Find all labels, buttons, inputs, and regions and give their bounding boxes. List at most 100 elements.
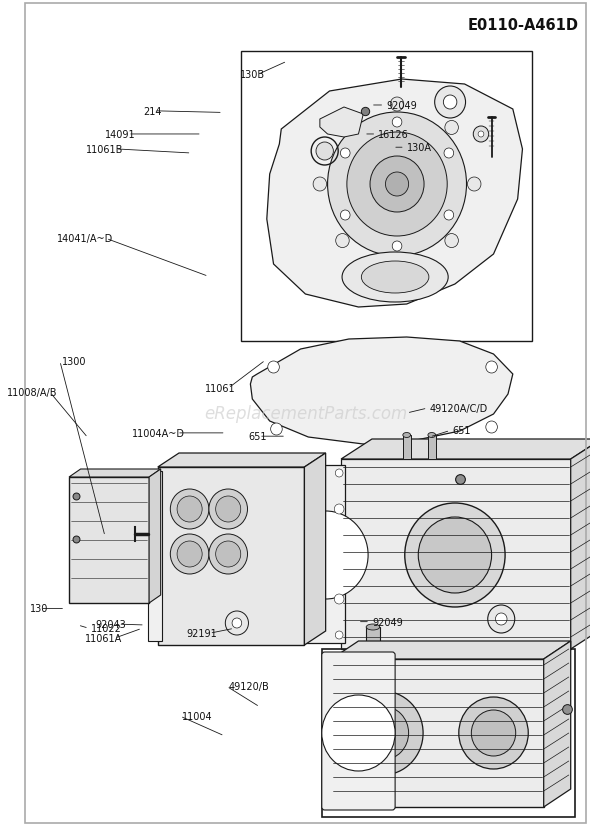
Text: 11004: 11004 (182, 711, 212, 721)
Circle shape (486, 422, 497, 433)
Circle shape (445, 234, 458, 248)
Text: 14041/A~D: 14041/A~D (57, 234, 113, 244)
Circle shape (335, 631, 343, 639)
Bar (241, 52, 532, 342)
Bar (366, 627, 380, 662)
Circle shape (271, 423, 282, 436)
Text: 130A: 130A (407, 143, 432, 153)
Circle shape (496, 614, 507, 625)
Circle shape (385, 173, 409, 197)
Circle shape (473, 127, 489, 143)
Circle shape (216, 496, 241, 523)
Circle shape (356, 706, 409, 760)
Text: 14091: 14091 (105, 130, 136, 140)
Bar (332, 659, 544, 807)
Text: 130B: 130B (240, 70, 266, 80)
Circle shape (435, 87, 466, 119)
Circle shape (391, 258, 404, 272)
Circle shape (347, 133, 447, 237)
Circle shape (232, 619, 242, 629)
Text: 11061A: 11061A (85, 633, 122, 643)
Circle shape (313, 178, 327, 192)
Circle shape (488, 605, 514, 633)
Bar (341, 460, 571, 649)
Polygon shape (149, 470, 160, 603)
Text: 11061B: 11061B (86, 145, 123, 155)
Text: 11061: 11061 (205, 384, 236, 394)
Text: 130: 130 (30, 604, 48, 614)
Polygon shape (69, 470, 160, 477)
Circle shape (209, 534, 247, 574)
Text: 11004A~D: 11004A~D (132, 428, 185, 438)
Circle shape (335, 470, 343, 477)
Circle shape (327, 112, 467, 256)
Bar (428, 436, 435, 460)
Circle shape (444, 149, 454, 159)
Bar (322, 649, 575, 817)
Text: E0110-A461D: E0110-A461D (467, 18, 578, 33)
Circle shape (309, 470, 316, 477)
Ellipse shape (428, 433, 435, 438)
Polygon shape (320, 108, 363, 138)
Circle shape (307, 595, 317, 605)
Circle shape (335, 595, 344, 605)
Polygon shape (332, 641, 571, 659)
Text: 11008/A/B: 11008/A/B (7, 388, 58, 398)
Circle shape (392, 118, 402, 128)
Circle shape (177, 496, 202, 523)
Text: eReplacementParts.com: eReplacementParts.com (204, 404, 407, 423)
Circle shape (478, 131, 484, 138)
Polygon shape (304, 453, 326, 645)
Circle shape (467, 178, 481, 192)
Polygon shape (250, 337, 513, 444)
Circle shape (459, 697, 528, 769)
Circle shape (336, 234, 349, 248)
Circle shape (177, 542, 202, 567)
Circle shape (391, 98, 404, 112)
Bar (158, 467, 304, 645)
Circle shape (370, 157, 424, 213)
Polygon shape (267, 80, 523, 308)
Circle shape (216, 542, 241, 567)
Bar (306, 466, 345, 643)
Circle shape (486, 361, 497, 374)
Text: 11022: 11022 (91, 624, 122, 633)
Text: 49120/B: 49120/B (228, 681, 269, 691)
Circle shape (209, 490, 247, 529)
Circle shape (405, 504, 505, 607)
Text: 16126: 16126 (378, 130, 409, 140)
Text: 214: 214 (143, 107, 162, 117)
Circle shape (268, 361, 279, 374)
Circle shape (283, 511, 368, 600)
Circle shape (443, 96, 457, 110)
Text: 651: 651 (453, 426, 471, 436)
Circle shape (392, 241, 402, 251)
Text: 92043: 92043 (96, 619, 126, 629)
Text: 92049: 92049 (386, 101, 417, 111)
Circle shape (342, 691, 423, 775)
Polygon shape (544, 641, 571, 807)
Circle shape (340, 149, 350, 159)
Text: 49120A/C/D: 49120A/C/D (430, 404, 488, 414)
Circle shape (444, 211, 454, 221)
Circle shape (471, 710, 516, 756)
Circle shape (322, 696, 395, 771)
Text: 92049: 92049 (372, 617, 403, 627)
Circle shape (340, 211, 350, 221)
Bar (69, 477, 149, 603)
Bar (403, 436, 411, 460)
FancyBboxPatch shape (322, 653, 395, 810)
Circle shape (336, 122, 349, 136)
Circle shape (335, 504, 344, 514)
Polygon shape (341, 439, 590, 460)
Text: 651: 651 (248, 432, 267, 442)
Ellipse shape (403, 433, 411, 438)
Polygon shape (571, 439, 590, 649)
Ellipse shape (361, 261, 429, 294)
Circle shape (307, 504, 317, 514)
Polygon shape (158, 453, 326, 467)
Text: 1300: 1300 (62, 356, 86, 366)
Bar (148, 471, 162, 641)
Circle shape (316, 143, 333, 160)
Circle shape (418, 518, 491, 593)
